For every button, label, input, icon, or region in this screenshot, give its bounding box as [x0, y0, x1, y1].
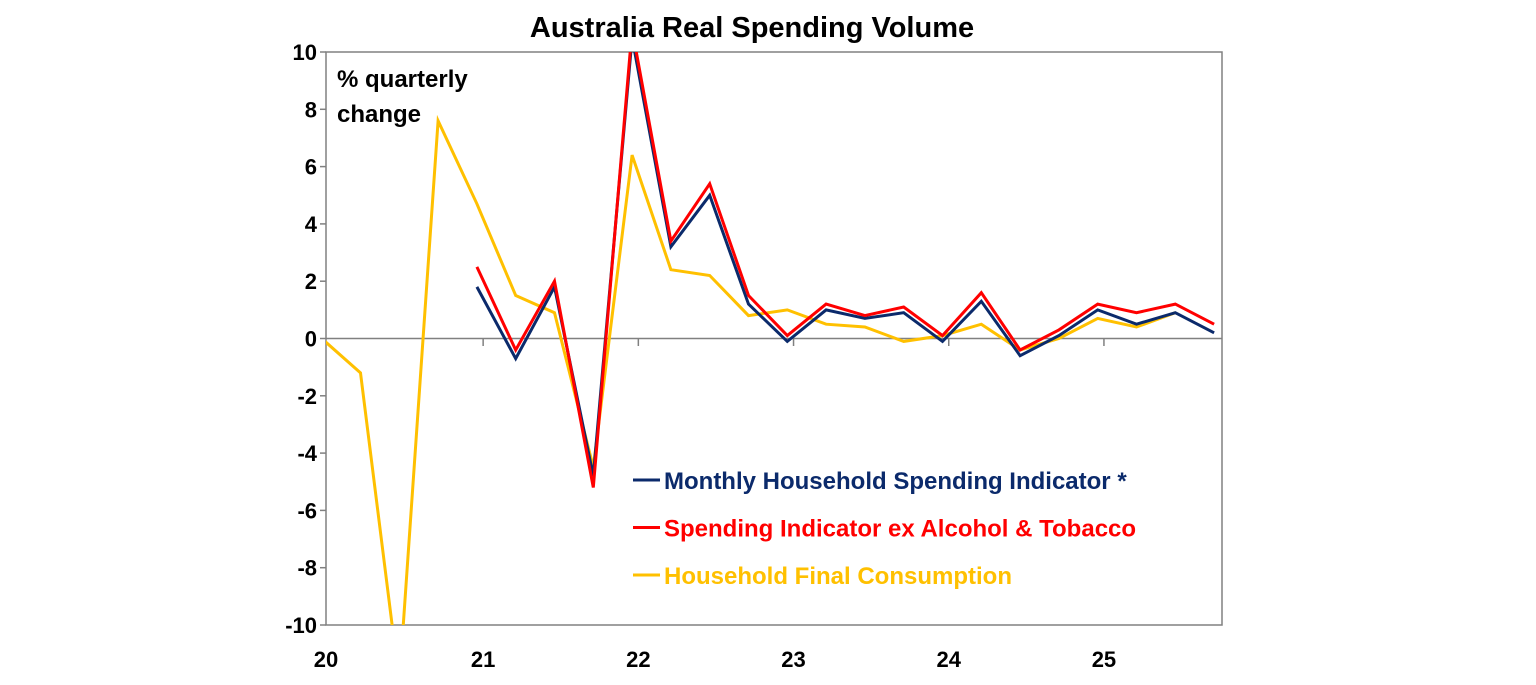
series-group — [326, 52, 1215, 625]
y-tick-label: -6 — [297, 498, 317, 523]
y-tick-label: 2 — [305, 269, 317, 294]
y-tick-label: 4 — [305, 212, 318, 237]
y-tick-label: 8 — [305, 97, 317, 122]
legend: Monthly Household Spending Indicator * Sp… — [633, 468, 1136, 590]
legend-label: Monthly Household Spending Indicator * — [664, 468, 1127, 495]
legend-label: Spending Indicator ex Alcohol & Tobacco — [664, 516, 1136, 543]
x-tick-label: 23 — [781, 647, 805, 672]
series-line-2 — [326, 114, 1176, 625]
x-tick-label: 21 — [471, 647, 495, 672]
y-tick-label: -8 — [297, 556, 317, 581]
y-axis-label-line2: change — [337, 101, 421, 128]
y-tick-label: -4 — [297, 441, 317, 466]
x-tick-label: 22 — [626, 647, 650, 672]
y-tick-label: 6 — [305, 155, 317, 180]
y-tick-label: -10 — [285, 613, 317, 638]
chart-title: Australia Real Spending Volume — [530, 12, 974, 44]
x-tick-label: 24 — [936, 647, 961, 672]
y-tick-label: 10 — [293, 40, 317, 65]
legend-label: Household Final Consumption — [664, 563, 1012, 590]
y-tick-label: -2 — [297, 384, 317, 409]
y-axis: 10 8 6 4 2 0 -2 -4 -6 -8 -10 — [285, 40, 326, 638]
y-tick-label: 0 — [305, 327, 317, 352]
series-line-1 — [475, 52, 1215, 488]
x-axis: 20 21 22 23 24 25 — [314, 338, 1116, 672]
y-axis-label-line1: % quarterly — [337, 66, 468, 93]
x-tick-label: 20 — [314, 647, 338, 672]
x-tick-label: 25 — [1092, 647, 1116, 672]
